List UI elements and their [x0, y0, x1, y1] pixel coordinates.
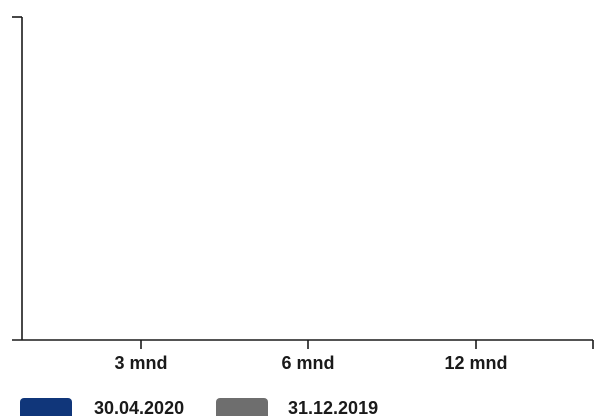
legend-swatch — [216, 398, 268, 416]
x-tick-label: 12 mnd — [444, 353, 507, 373]
legend: 30.04.2020 31.12.2019 — [20, 398, 378, 416]
x-tick-label: 3 mnd — [114, 353, 167, 373]
x-axis-ticks — [140, 340, 594, 349]
legend-label: 30.04.2020 — [94, 398, 184, 416]
x-tick-label: 6 mnd — [281, 353, 334, 373]
legend-label: 31.12.2019 — [288, 398, 378, 416]
x-axis-tick-labels: 3 mnd 6 mnd 12 mnd — [114, 353, 507, 373]
chart-axes — [12, 16, 593, 341]
legend-swatch — [20, 398, 72, 416]
